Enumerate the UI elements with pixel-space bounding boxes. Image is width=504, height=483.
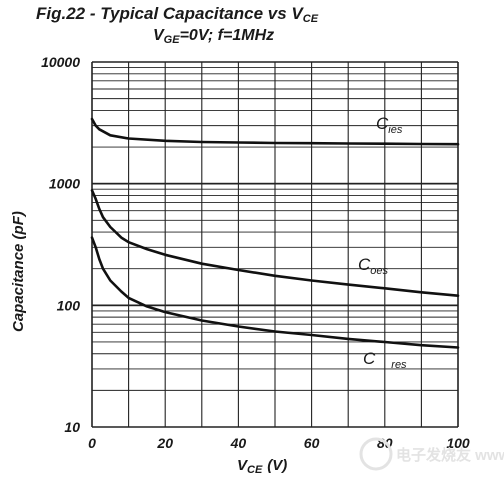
y-tick-label: 10000: [41, 54, 80, 70]
curves: [90, 117, 460, 349]
x-axis-label: VCE (V): [237, 457, 287, 476]
watermark: 电子发烧友 www.elecfans.com: [359, 437, 504, 471]
x-tick-label: 20: [156, 435, 173, 451]
x-tick-label: 40: [230, 435, 247, 451]
y-axis-label: Capacitance (pF): [10, 211, 27, 332]
y-tick-label: 10: [64, 419, 80, 435]
series-label-ies: Cies: [376, 114, 403, 136]
chart-title: Fig.22 - Typical Capacitance vs VCE: [36, 4, 319, 25]
chart-subtitle: VGE=0V; f=1MHz: [153, 27, 274, 46]
y-tick-label: 1000: [49, 176, 80, 192]
grid: [91, 61, 459, 428]
y-tick-label: 100: [57, 297, 81, 313]
series-label-oes: Coes: [358, 255, 389, 277]
watermark-logo-icon: [359, 437, 393, 471]
y-tick-labels: 10 100 1000 10000: [41, 54, 80, 435]
x-tick-label: 60: [304, 435, 320, 451]
curve-res: [90, 236, 460, 349]
x-tick-label: 100: [446, 435, 470, 451]
x-tick-label: 0: [88, 435, 96, 451]
watermark-text: 电子发烧友 www.elecfans.com: [396, 446, 504, 464]
curve-oes: [90, 189, 460, 297]
curve-ies: [90, 117, 460, 146]
